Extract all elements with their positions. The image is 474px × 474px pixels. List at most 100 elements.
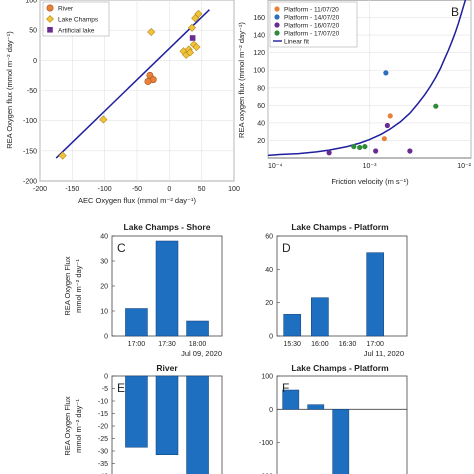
panel-b-tick-labels: 10⁻⁴ 10⁻³ 10⁻² 20 40 60 80 100 120 140 160 [253,15,471,170]
legend-marker-platform-11 [274,6,280,12]
x-tick-label: -50 [132,186,142,193]
bar [186,375,209,474]
legend-label-river: River [58,6,74,13]
x-tick-label: 16:30 [339,341,357,348]
legend-marker-platform-14 [274,14,280,20]
y-tick-label: 60 [257,103,265,110]
x-tick-label: 15:30 [283,341,301,348]
data-point-series-3 [362,143,368,150]
panel-a-scatter: River Lake Champs Artificial lake -200 -1… [5,0,240,205]
x-tick-label: 0 [167,186,171,193]
y-tick-label: 100 [261,374,273,381]
fit-curve [267,0,467,157]
panel-a-y-axis-label: REA Oxygen flux (mmol m⁻² day⁻¹) [5,31,14,149]
y-tick-label: 40 [100,234,108,241]
data-point-lake-champs [192,43,201,52]
y-tick-label: -30 [98,449,108,456]
panel-e-bar-chart: River 0-5-10-15-20-25-30-35-40 E REA Oxy… [63,363,223,474]
y-tick-label: 0 [269,334,273,341]
data-point-artificial-lake [189,35,196,41]
y-tick-label: -200 [23,179,37,186]
x-tick-label: 18:00 [189,341,207,348]
y-tick-label: -150 [23,148,37,155]
x-tick-label: -200 [33,186,47,193]
panel-e-marks [112,375,209,474]
bar [332,409,350,474]
legend-marker-platform-17 [274,30,280,36]
panel-b-scatter: Platform - 11/07/20 Platform - 14/07/20 … [237,0,472,186]
data-point-lake-champs [187,23,196,32]
y-tick-label: 160 [253,15,265,22]
legend-label-linear-fit: Linear fit [284,39,309,46]
panel-b-legend-box [269,1,358,48]
panel-d-bar-chart: Lake Champs - Platform 0 20 40 60 15:30 16:00… [265,222,408,358]
panel-e-title: River [156,363,178,373]
data-point-series-3 [357,144,363,151]
x-tick-label: 16:00 [311,341,329,348]
panel-c-y-axis-label: REA Oxygen Flux [63,256,72,315]
panel-c-label: C [117,241,126,255]
data-point-series-0 [387,113,393,119]
y-tick-label: 120 [253,50,265,57]
x-tick-label: 10⁻³ [363,163,377,170]
y-tick-label: 20 [265,300,273,307]
panel-b-label: B [451,5,459,19]
panel-f-title: Lake Champs - Platform [291,363,389,373]
legend-label-platform-11: Platform - 11/07/20 [284,7,339,14]
y-tick-label: 100 [253,68,265,75]
x-tick-label: -100 [98,186,112,193]
data-point-series-3 [433,103,439,109]
y-tick-label: 100 [25,0,37,5]
x-tick-label: 17:00 [366,341,384,348]
panel-c-title: Lake Champs - Shore [124,222,211,232]
y-tick-label: -10 [98,399,108,406]
panel-d-title: Lake Champs - Platform [291,222,389,232]
bar [283,314,302,337]
data-point-lake-champs [194,9,203,18]
panel-b-marks [267,0,467,157]
panel-a-tick-labels: -200 -150 -100 -50 0 50 100 -200 -150 -100 -50 0 50 1… [23,0,240,193]
data-point-series-2 [384,122,390,129]
y-tick-label: 0 [104,374,108,381]
y-tick-label: -15 [98,411,108,418]
panel-b-y-axis-label: REA oxygen flux (mmol m⁻² day⁻¹) [237,22,246,138]
x-tick-label: 10⁻⁴ [268,163,283,170]
legend-label-lake-champs: Lake Champs [58,17,99,24]
panel-d-marks [277,235,385,337]
panel-d-tick-labels: 0 20 40 60 15:30 16:00 16:30 17:00 [265,234,384,349]
panel-c-bar-chart: Lake Champs - Shore 0 10 20 30 40 17:00 17:30 1… [63,222,223,358]
y-tick-label: 0 [33,58,37,65]
data-point-series-3 [351,143,357,150]
x-tick-label: 100 [228,186,240,193]
panel-e-y-axis-label-units: mmol m⁻² day⁻¹ [74,399,83,453]
x-tick-label: 50 [198,186,206,193]
y-tick-label: 80 [257,85,265,92]
panel-d-date-label: Jul 11, 2020 [364,349,404,358]
data-point-series-1 [383,70,389,76]
y-tick-label: -20 [98,424,108,431]
panel-e-y-axis-label: REA Oxygen Flux [63,396,72,455]
bar [186,320,209,337]
panel-a-legend: River Lake Champs Artificial lake [42,1,110,37]
x-tick-label: 17:00 [128,341,146,348]
data-point-river [144,77,152,85]
y-tick-label: -50 [27,88,37,95]
panel-c-tick-labels: 0 10 20 30 40 17:00 17:30 18:00 [100,234,206,349]
panel-b-x-axis-label: Friction velocity (m s⁻¹) [331,177,409,186]
y-tick-label: 40 [265,267,273,274]
data-point-lake-champs [186,48,195,57]
data-point-series-2 [373,148,379,154]
panel-f-marks [277,375,407,474]
y-tick-label: 50 [29,28,37,35]
bar [311,297,329,337]
legend-marker-artificial-lake [47,27,53,33]
data-point-series-2 [326,150,332,156]
panel-e-tick-labels: 0-5-10-15-20-25-30-35-40 [98,374,108,474]
panel-c-y-axis-label-units: mmol m⁻² day⁻¹ [74,259,83,313]
x-tick-label: 10⁻² [457,163,471,170]
y-tick-label: -5 [102,386,108,393]
panel-e-label: E [117,381,125,395]
